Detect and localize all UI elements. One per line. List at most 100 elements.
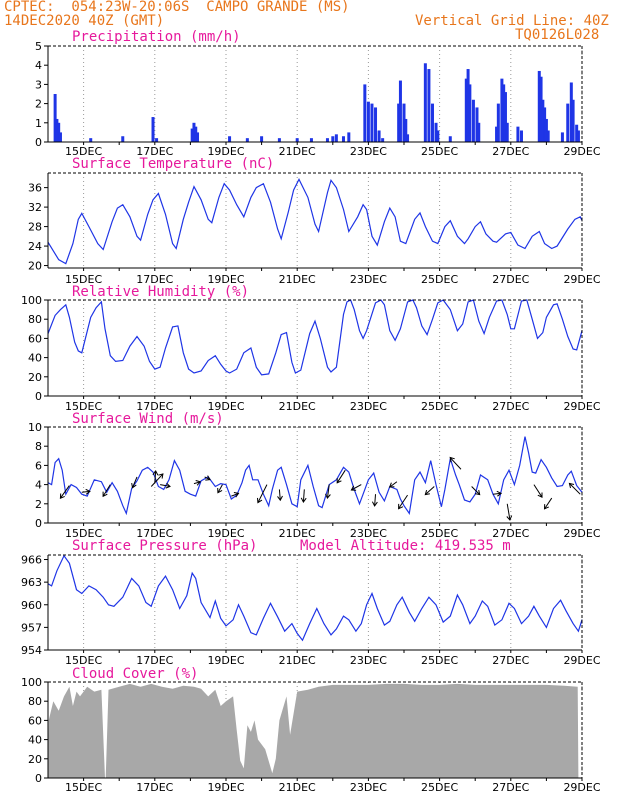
x-tick-label: 19DEC <box>207 781 244 794</box>
x-tick-label: 23DEC <box>350 781 387 794</box>
wind-arrow <box>204 475 211 481</box>
x-tick-label: 21DEC <box>279 400 316 413</box>
x-tick-label: 25DEC <box>421 273 458 286</box>
x-tick-label: 19DEC <box>207 273 244 286</box>
precip-bar <box>539 76 543 142</box>
y-tick-label: 6 <box>35 459 42 472</box>
precip-bar <box>466 69 470 142</box>
wind-title: Surface Wind (m/s) <box>72 411 224 427</box>
y-tick-label: 0 <box>35 772 42 785</box>
x-tick-label: 25DEC <box>421 145 458 158</box>
y-tick-label: 100 <box>21 676 42 689</box>
precip-bar <box>468 84 472 142</box>
x-tick-label: 21DEC <box>279 145 316 158</box>
precip-bar <box>277 138 281 142</box>
wind-arrow <box>492 490 503 497</box>
x-tick-label: 23DEC <box>350 654 387 667</box>
x-tick-label: 17DEC <box>136 781 173 794</box>
precip-bar <box>295 138 299 142</box>
x-tick-label: 17DEC <box>136 273 173 286</box>
x-tick-label: 23DEC <box>350 527 387 540</box>
precip-bar <box>406 134 410 142</box>
x-tick-label: 25DEC <box>421 400 458 413</box>
precip-bar <box>500 78 504 142</box>
x-tick-label: 29DEC <box>563 145 600 158</box>
precip-bar <box>471 99 475 142</box>
precip-bar <box>475 107 479 142</box>
y-tick-label: 966 <box>21 554 42 567</box>
precip-bar <box>190 128 194 142</box>
y-tick-label: 0 <box>35 136 42 149</box>
precip-bar <box>571 99 575 142</box>
x-tick-label: 17DEC <box>136 145 173 158</box>
precip-bar <box>363 84 367 142</box>
temp-title: Surface Temperature (nC) <box>72 156 274 172</box>
x-tick-label: 25DEC <box>421 527 458 540</box>
wind-arrow <box>102 484 111 498</box>
panel-rh: Relative Humidity (%) 0 20 40 60 80 100 15DEC 17… <box>21 284 601 413</box>
precip-bar <box>325 138 329 142</box>
precip-bar <box>423 63 427 142</box>
precip-bar <box>347 132 351 142</box>
y-tick-label: 80 <box>28 695 42 708</box>
precip-bar <box>155 138 159 142</box>
precip-bar <box>341 136 345 142</box>
pres-line <box>47 554 583 642</box>
panel-wind: Surface Wind (m/s) 0 2 4 6 8 10 15DEC 17DEC 19DEC… <box>28 411 601 540</box>
x-tick-label: 27DEC <box>492 145 529 158</box>
x-tick-label: 29DEC <box>563 654 600 667</box>
x-tick-label: 27DEC <box>492 781 529 794</box>
wind-arrow <box>533 484 543 498</box>
wind-arrow <box>350 484 362 491</box>
y-tick-label: 20 <box>28 371 42 384</box>
x-tick-label: 27DEC <box>492 400 529 413</box>
precip-bar <box>381 138 385 142</box>
wind-arrow <box>59 485 70 499</box>
x-tick-label: 15DEC <box>65 273 102 286</box>
precip-bar <box>516 126 520 142</box>
precip-bar <box>560 132 564 142</box>
precip-bar <box>192 122 196 142</box>
precip-bar <box>260 136 264 142</box>
x-tick-label: 23DEC <box>350 273 387 286</box>
x-tick-label: 19DEC <box>207 527 244 540</box>
precip-bar <box>575 124 579 142</box>
panel-pres: Surface Pressure (hPa) Model Altitude: 41… <box>21 538 601 667</box>
precip-bar <box>398 80 402 142</box>
precip-bar <box>57 122 61 142</box>
x-tick-label: 23DEC <box>350 145 387 158</box>
y-tick-label: 0 <box>35 517 42 530</box>
y-tick-label: 10 <box>28 421 42 434</box>
wind-arrow <box>300 489 307 503</box>
x-tick-label: 21DEC <box>279 273 316 286</box>
precip-bar <box>366 101 370 142</box>
panel-precip: Precipitation (mm/h) 0 1 2 3 4 5 15DEC 17DEC 19DE… <box>35 29 601 158</box>
x-tick-label: 21DEC <box>279 781 316 794</box>
y-tick-label: 8 <box>35 440 42 453</box>
wind-arrow <box>217 484 223 494</box>
precip-bar <box>541 99 545 142</box>
y-tick-label: 60 <box>28 714 42 727</box>
x-tick-label: 19DEC <box>207 654 244 667</box>
x-tick-label: 15DEC <box>65 145 102 158</box>
y-tick-label: 28 <box>28 221 42 234</box>
y-tick-label: 4 <box>35 59 42 72</box>
y-tick-label: 60 <box>28 332 42 345</box>
precip-title: Precipitation (mm/h) <box>72 29 241 45</box>
wind-arrow <box>424 486 435 496</box>
precip-bar <box>569 82 573 142</box>
precip-bar <box>58 132 62 142</box>
x-tick-label: 25DEC <box>421 781 458 794</box>
precip-bar <box>151 117 155 142</box>
wind-arrow <box>257 484 268 504</box>
precip-bar <box>546 130 550 142</box>
temp-line <box>47 177 583 265</box>
precip-bar <box>543 107 547 142</box>
x-tick-label: 29DEC <box>563 781 600 794</box>
x-tick-label: 15DEC <box>65 654 102 667</box>
precip-bar <box>89 138 93 142</box>
y-tick-label: 40 <box>28 734 42 747</box>
x-tick-label: 27DEC <box>492 527 529 540</box>
precip-bar <box>374 107 378 142</box>
y-tick-label: 954 <box>21 644 42 657</box>
